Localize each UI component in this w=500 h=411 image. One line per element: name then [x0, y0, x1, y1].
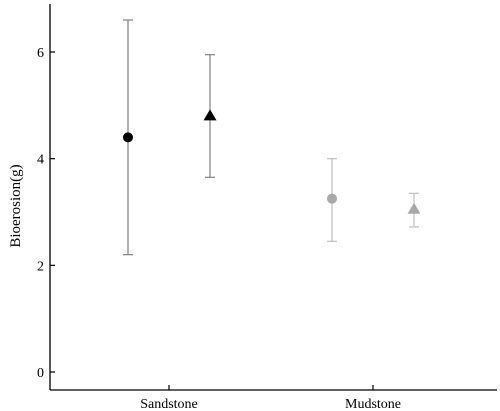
data-point-triangle — [407, 202, 421, 214]
chart-marks — [123, 19, 421, 256]
y-tick-label: 6 — [37, 46, 44, 61]
y-ticks: 0 2 4 6 — [37, 46, 55, 381]
y-tick-label: 4 — [37, 153, 44, 168]
data-point-circle — [327, 193, 337, 204]
x-tick-label: Mudstone — [345, 397, 401, 411]
x-tick-label: Sandstone — [140, 397, 198, 411]
y-tick-label: 2 — [37, 259, 44, 274]
data-point-triangle — [203, 109, 217, 121]
y-tick-label: 0 — [37, 366, 44, 381]
data-point-circle — [123, 132, 133, 143]
y-axis-title: Bioerosion(g) — [8, 164, 24, 247]
x-ticks: Sandstone Mudstone — [140, 385, 401, 411]
